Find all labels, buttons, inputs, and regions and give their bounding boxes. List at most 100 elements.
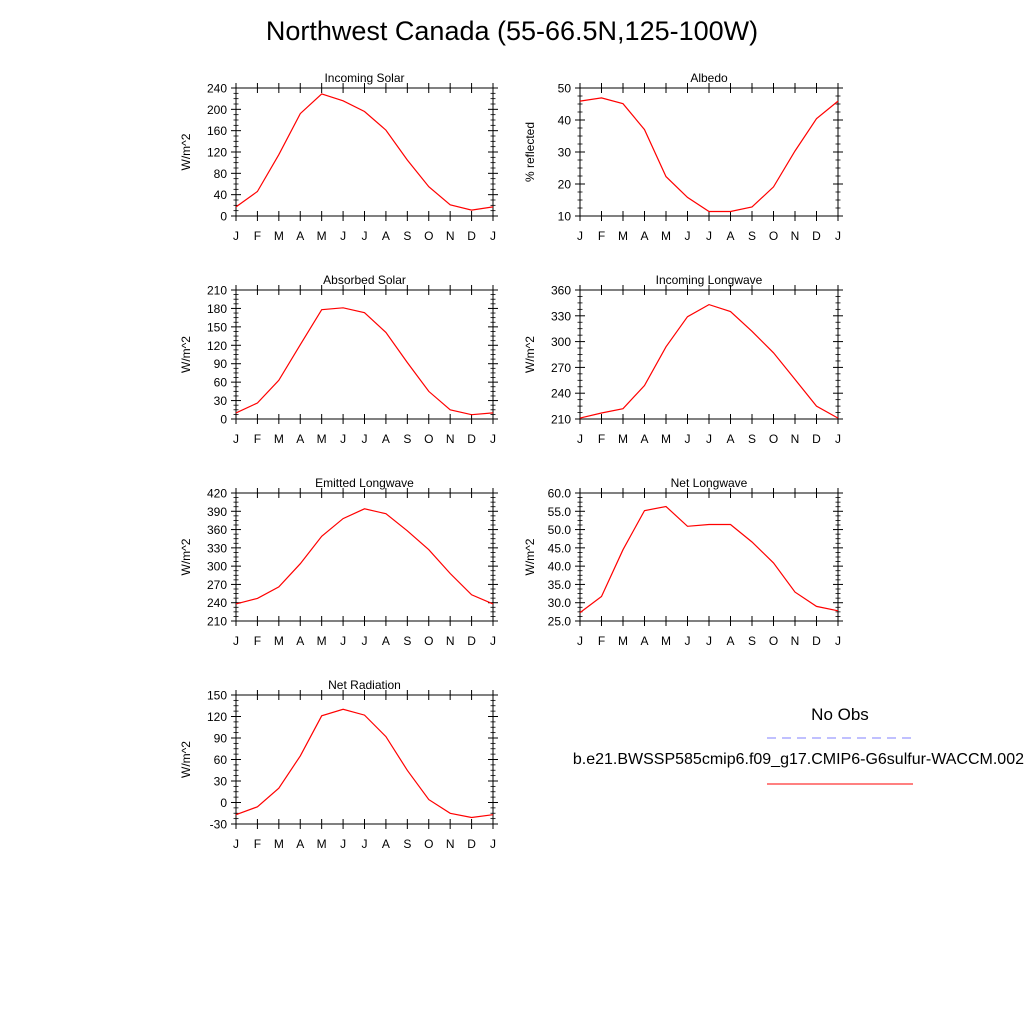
- x-tick-label: S: [403, 634, 411, 648]
- x-tick-label: M: [317, 837, 327, 851]
- y-axis-label: % reflected: [523, 122, 537, 182]
- x-tick-label: S: [403, 229, 411, 243]
- series-line: [235, 307, 494, 416]
- chart-panel-5: Net Longwave W/m^2 25.0 30.0 35.0 40.0 45.0 50.…: [523, 476, 843, 648]
- x-tick-label: D: [812, 634, 821, 648]
- x-tick-label: J: [685, 229, 691, 243]
- y-tick-label: 10: [558, 210, 572, 224]
- x-tick-label: J: [490, 634, 496, 648]
- x-tick-label: F: [598, 229, 605, 243]
- x-tick-label: M: [317, 229, 327, 243]
- plot-frame: [235, 694, 494, 825]
- x-tick-label: O: [769, 432, 778, 446]
- y-tick-label: 55.0: [548, 505, 572, 519]
- y-tick-label: 210: [207, 284, 227, 298]
- y-tick-label: 25.0: [548, 615, 572, 629]
- y-tick-label: 150: [207, 320, 227, 334]
- chart-panel-4: Emitted Longwave W/m^2 210 240 270 300 330 360 3…: [179, 476, 498, 648]
- y-axis-label: W/m^2: [179, 336, 193, 373]
- y-tick-label: 30: [214, 394, 228, 408]
- plot-frame: [579, 87, 839, 217]
- x-tick-label: S: [403, 837, 411, 851]
- x-tick-label: A: [382, 837, 390, 851]
- x-tick-label: D: [467, 432, 476, 446]
- x-tick-label: D: [467, 634, 476, 648]
- x-tick-label: M: [618, 229, 628, 243]
- y-tick-label: 90: [214, 357, 228, 371]
- x-tick-label: A: [726, 229, 734, 243]
- x-tick-label: M: [618, 432, 628, 446]
- y-tick-label: 35.0: [548, 578, 572, 592]
- x-tick-label: S: [748, 229, 756, 243]
- plot-frame: [579, 492, 839, 622]
- series-line: [579, 303, 839, 419]
- y-tick-label: 45.0: [548, 541, 572, 555]
- chart-panel-3: Incoming Longwave W/m^2 210 240 270 300 330 360…: [523, 273, 843, 446]
- x-tick-label: J: [362, 229, 368, 243]
- x-tick-label: N: [446, 432, 455, 446]
- y-tick-label: 40.0: [548, 560, 572, 574]
- x-tick-label: A: [296, 634, 304, 648]
- legend-obs-label: No Obs: [811, 705, 869, 724]
- x-tick-label: A: [640, 432, 648, 446]
- x-tick-label: D: [812, 432, 821, 446]
- y-tick-label: 300: [207, 560, 227, 574]
- x-tick-label: M: [618, 634, 628, 648]
- x-tick-label: J: [340, 229, 346, 243]
- series-line: [235, 93, 494, 211]
- x-tick-label: M: [661, 432, 671, 446]
- y-tick-label: 270: [551, 361, 571, 375]
- x-tick-label: J: [835, 634, 841, 648]
- x-tick-label: J: [490, 432, 496, 446]
- series-line: [579, 505, 839, 614]
- x-tick-label: M: [317, 634, 327, 648]
- x-tick-label: J: [490, 229, 496, 243]
- x-tick-label: O: [424, 837, 433, 851]
- x-tick-label: J: [340, 432, 346, 446]
- y-tick-label: 120: [207, 146, 227, 160]
- x-tick-label: F: [254, 432, 261, 446]
- y-tick-label: 90: [214, 732, 228, 746]
- y-axis-label: W/m^2: [179, 538, 193, 575]
- x-tick-label: J: [685, 634, 691, 648]
- x-tick-label: N: [446, 634, 455, 648]
- x-tick-label: J: [340, 634, 346, 648]
- chart-title: Net Radiation: [328, 678, 401, 692]
- x-tick-label: J: [233, 432, 239, 446]
- x-tick-label: J: [706, 229, 712, 243]
- y-tick-label: 120: [207, 339, 227, 353]
- x-tick-label: J: [706, 432, 712, 446]
- y-axis-label: W/m^2: [179, 133, 193, 170]
- x-tick-label: O: [424, 229, 433, 243]
- page-title: Northwest Canada (55-66.5N,125-100W): [265, 16, 759, 46]
- x-tick-label: O: [424, 432, 433, 446]
- x-tick-label: A: [382, 229, 390, 243]
- y-tick-label: 420: [207, 487, 227, 501]
- y-axis-label: W/m^2: [179, 741, 193, 778]
- x-tick-label: F: [598, 432, 605, 446]
- x-tick-label: A: [382, 634, 390, 648]
- x-tick-label: A: [296, 837, 304, 851]
- y-tick-label: 210: [551, 413, 571, 427]
- x-tick-label: M: [274, 837, 284, 851]
- chart-panel-2: Absorbed Solar W/m^2 0 30 60 90 120 150 180 210 J F…: [179, 273, 498, 446]
- x-tick-label: A: [726, 432, 734, 446]
- y-tick-label: 60.0: [548, 487, 572, 501]
- x-tick-label: J: [340, 837, 346, 851]
- y-tick-label: 240: [551, 387, 571, 401]
- x-tick-label: A: [640, 634, 648, 648]
- y-tick-label: 160: [207, 124, 227, 138]
- y-tick-label: 300: [551, 335, 571, 349]
- y-tick-label: 50.0: [548, 523, 572, 537]
- chart-title: Incoming Solar: [324, 71, 404, 85]
- chart-title: Albedo: [690, 71, 728, 85]
- x-tick-label: D: [467, 229, 476, 243]
- x-tick-label: D: [812, 229, 821, 243]
- x-tick-label: N: [791, 229, 800, 243]
- x-tick-label: J: [490, 837, 496, 851]
- chart-title: Net Longwave: [671, 476, 748, 490]
- y-tick-label: 270: [207, 578, 227, 592]
- y-tick-label: 0: [220, 210, 227, 224]
- x-tick-label: D: [467, 837, 476, 851]
- x-tick-label: J: [835, 229, 841, 243]
